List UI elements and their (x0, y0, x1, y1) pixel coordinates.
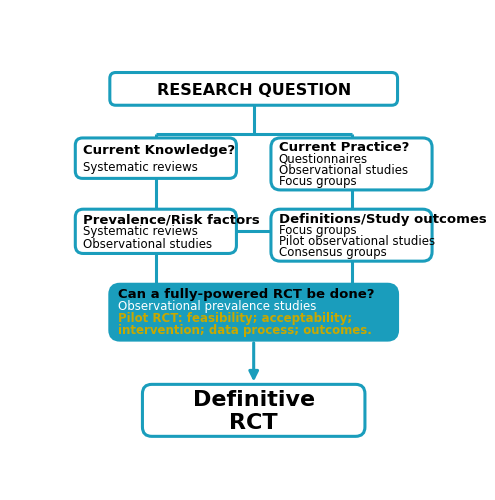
Text: Definitions/Study outcomes: Definitions/Study outcomes (279, 212, 487, 226)
Text: Observational studies: Observational studies (83, 238, 212, 250)
Text: Definitive: Definitive (193, 390, 315, 410)
Text: Systematic reviews: Systematic reviews (83, 226, 198, 238)
Text: Focus groups: Focus groups (279, 224, 356, 236)
Text: Current Knowledge?: Current Knowledge? (83, 144, 235, 158)
FancyBboxPatch shape (75, 138, 237, 178)
Text: intervention; data process; outcomes.: intervention; data process; outcomes. (117, 324, 371, 338)
Text: Pilot RCT: feasibility; acceptability;: Pilot RCT: feasibility; acceptability; (117, 312, 351, 326)
Text: RCT: RCT (229, 412, 278, 432)
FancyBboxPatch shape (110, 72, 397, 105)
FancyBboxPatch shape (143, 384, 365, 436)
FancyBboxPatch shape (271, 138, 432, 190)
FancyBboxPatch shape (110, 284, 397, 340)
Text: Consensus groups: Consensus groups (279, 246, 387, 259)
Text: Observational prevalence studies: Observational prevalence studies (117, 300, 316, 314)
Text: Prevalence/Risk factors: Prevalence/Risk factors (83, 213, 260, 226)
FancyBboxPatch shape (75, 209, 237, 254)
FancyBboxPatch shape (271, 209, 432, 261)
Text: Pilot observational studies: Pilot observational studies (279, 235, 435, 248)
Text: Focus groups: Focus groups (279, 174, 356, 188)
Text: Can a fully-powered RCT be done?: Can a fully-powered RCT be done? (117, 288, 374, 301)
Text: Questionnaires: Questionnaires (279, 152, 368, 166)
Text: Systematic reviews: Systematic reviews (83, 160, 198, 173)
Text: Current Practice?: Current Practice? (279, 142, 409, 154)
Text: RESEARCH QUESTION: RESEARCH QUESTION (156, 82, 351, 98)
Text: Observational studies: Observational studies (279, 164, 408, 176)
